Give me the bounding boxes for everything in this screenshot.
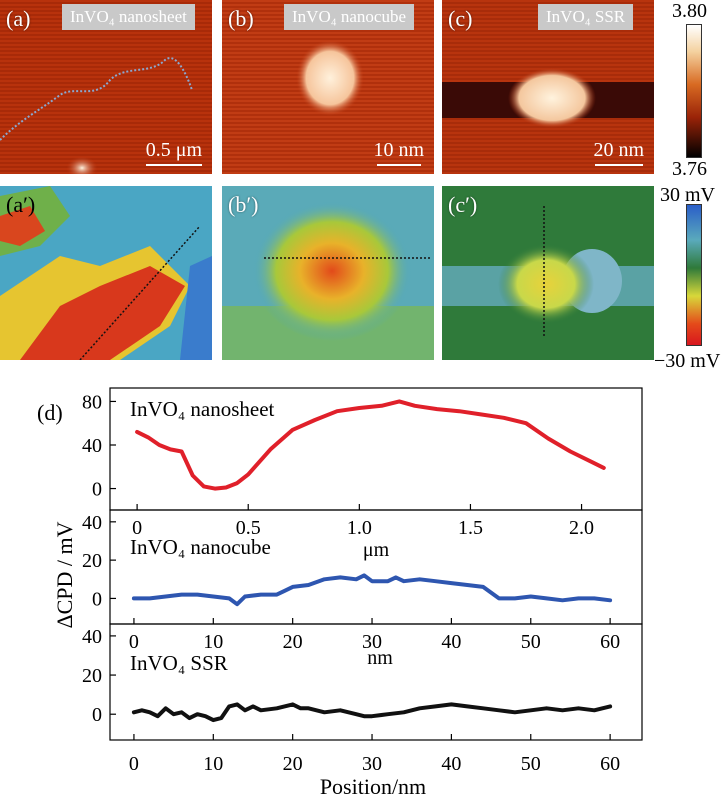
x-tick-label-ssr: 60 [600,753,620,775]
x-tick-label-nanosheet: 1.5 [458,517,483,539]
x-tick-label-nanosheet: 0.5 [236,517,261,539]
cpd-profile-chart: (d) ΔCPD / mV Position/nm 0 40 80 0 0.5 1.0 1.… [37,387,643,799]
scale-bar-c: 20 nm [593,139,644,166]
y-tick-label-nanosheet: 80 [82,391,102,413]
x-tick-label-nanocube: 60 [600,631,620,653]
series-title-nanocube: InVO₄ nanocube [130,535,271,559]
x-tick-label-nanocube: 40 [441,631,461,653]
y-tick-label-nanosheet: 40 [82,435,102,457]
y-tick-label-ssr: 40 [82,626,102,648]
material-tag-a: InVO₄ nanosheet [62,4,195,30]
kpfm-image-b [222,186,434,360]
y-tick-label-nanosheet: 0 [92,479,102,501]
topo-panel-c: (c) InVO₄ SSR 20 nm [442,0,654,174]
panel-letter-c: (c) [448,6,473,31]
cpd-colorbar-min: −30 mV [654,350,721,372]
scale-bar-label-b: 10 nm [373,139,424,161]
scale-bar-a: 0.5 μm [146,139,202,166]
scale-bar-label-a: 0.5 μm [145,139,202,161]
panel-letter-c-prime: (c′) [448,192,478,217]
height-colorbar-max: 3.80 [672,0,707,22]
series-line-nanosheet [135,399,606,491]
series-line-nanocube [131,573,613,607]
series-line-ssr [131,702,613,723]
material-tag-b: InVO₄ nanocube [284,4,415,30]
x-tick-label-nanocube: 10 [203,631,223,653]
panel-letter-a-prime: (a′) [6,192,36,217]
kpfm-panel-c: (c′) [442,186,654,360]
panel-letter-b-prime: (b′) [228,192,259,217]
x-tick-label-nanocube: 0 [129,631,139,653]
x-tick-label-nanocube: 30 [362,631,382,653]
x-tick-label-ssr: 10 [203,753,223,775]
y-tick-label-ssr: 20 [82,665,102,687]
kpfm-panel-b: (b′) [222,186,434,360]
x-tick-label-nanocube: 50 [521,631,541,653]
y-tick-label-ssr: 0 [92,704,102,726]
kpfm-panel-a: (a′) [0,186,212,360]
x-tick-label-ssr: 50 [521,753,541,775]
panel-letter-b: (b) [228,6,254,31]
x-tick-label-ssr: 20 [283,753,303,775]
plot-frame-nanocube [109,509,643,625]
x-unit-label-nanosheet: μm [363,539,390,561]
kpfm-image-c [442,186,654,360]
x-tick-label-nanocube: 20 [283,631,303,653]
x-tick-label-ssr: 30 [362,753,382,775]
x-unit-label-nanocube: nm [367,647,393,669]
height-colorbar [686,24,702,158]
plot-frame-ssr [109,623,643,741]
y-tick-label-nanocube: 0 [92,588,102,610]
topo-panel-a: (a) InVO₄ nanosheet 0.5 μm [0,0,212,174]
y-tick-label-nanocube: 40 [82,512,102,534]
y-axis-label: ΔCPD / mV [52,521,77,628]
x-tick-label-ssr: 40 [441,753,461,775]
height-colorbar-min: 3.76 [672,158,707,180]
panel-letter-d: (d) [37,400,63,425]
cpd-colorbar [686,204,702,346]
scale-bar-label-c: 20 nm [593,139,644,161]
x-tick-label-ssr: 0 [129,753,139,775]
material-tag-c: InVO₄ SSR [538,4,634,30]
topo-panel-b: (b) InVO₄ nanocube 10 nm [222,0,434,174]
series-title-nanosheet: InVO₄ nanosheet [130,397,275,421]
x-tick-label-nanosheet: 0 [132,517,142,539]
x-tick-label-nanosheet: 2.0 [569,517,594,539]
series-title-ssr: InVO₄ SSR [130,651,228,675]
scale-bar-b: 10 nm [373,139,424,166]
cpd-colorbar-max: 30 mV [660,184,715,206]
x-tick-label-nanosheet: 1.0 [347,517,372,539]
x-axis-label: Position/nm [320,774,426,799]
y-tick-label-nanocube: 20 [82,550,102,572]
kpfm-image-a [0,186,212,360]
panel-letter-a: (a) [6,6,31,31]
